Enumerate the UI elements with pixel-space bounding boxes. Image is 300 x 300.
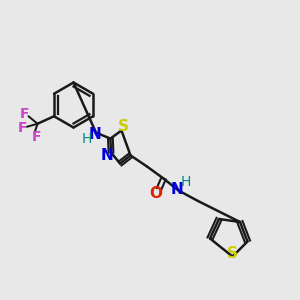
Text: F: F <box>31 130 41 144</box>
Text: F: F <box>18 121 27 135</box>
Text: F: F <box>20 107 30 121</box>
Text: N: N <box>171 182 183 196</box>
Text: H: H <box>181 175 191 188</box>
Text: S: S <box>227 246 238 261</box>
Text: N: N <box>101 148 114 163</box>
Text: S: S <box>118 119 128 134</box>
Text: H: H <box>81 132 92 145</box>
Text: N: N <box>88 127 101 142</box>
Text: O: O <box>149 186 163 201</box>
